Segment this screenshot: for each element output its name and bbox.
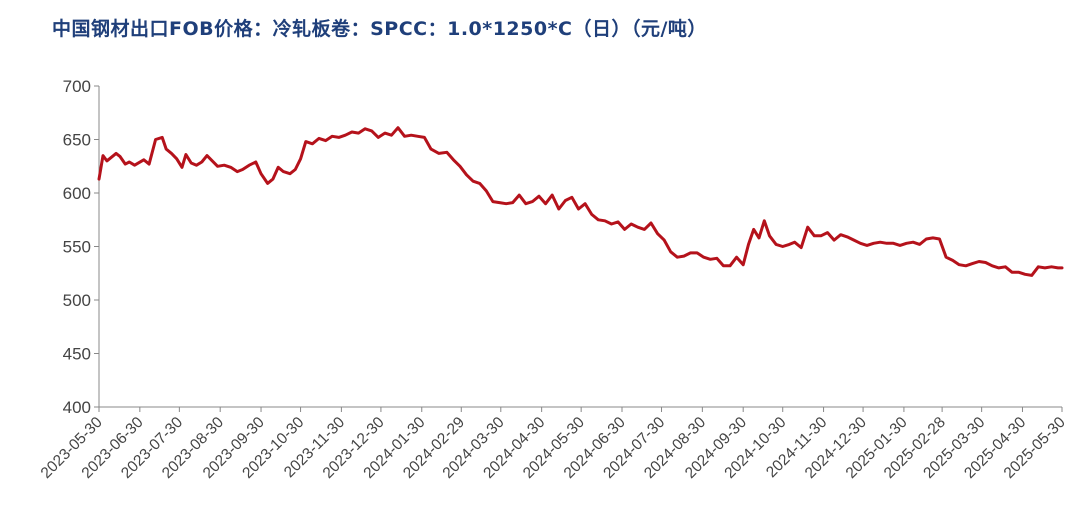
y-tick-label: 550 [63, 238, 91, 257]
y-tick-label: 600 [63, 184, 91, 203]
x-tick-labels: 2023-05-302023-06-302023-07-302023-08-30… [38, 407, 1069, 482]
series-line [97, 126, 1064, 277]
y-tick-label: 400 [63, 398, 91, 417]
y-tick-label: 450 [63, 345, 91, 364]
chart-title: 中国钢材出口FOB价格：冷轧板卷：SPCC：1.0*1250*C（日）（元/吨） [52, 18, 707, 40]
y-tick-label: 650 [63, 131, 91, 150]
y-tick-labels: 400 450 500 550 600 650 700 [63, 77, 99, 417]
y-tick-label: 500 [63, 291, 91, 310]
y-tick-label: 700 [63, 77, 91, 96]
